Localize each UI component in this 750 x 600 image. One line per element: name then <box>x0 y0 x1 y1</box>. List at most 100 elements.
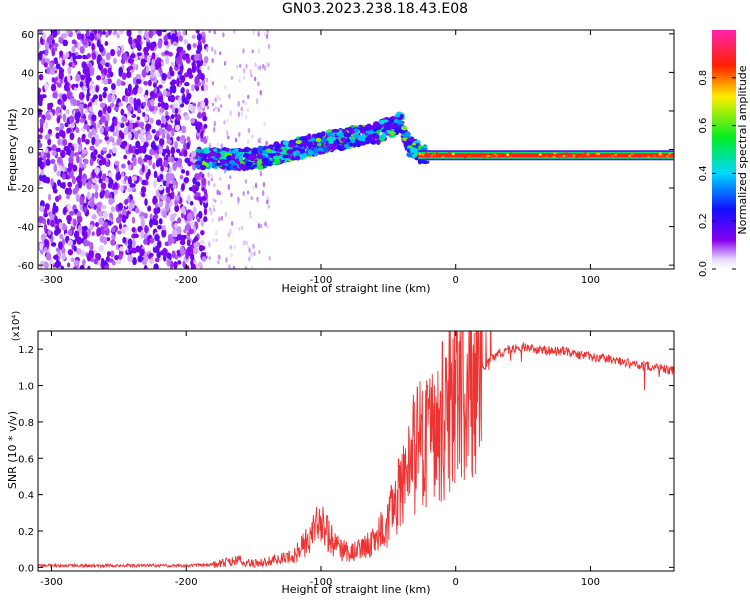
spectrogram-cell <box>257 48 261 54</box>
spectrogram-cell <box>421 153 425 156</box>
spectrogram-cell <box>311 144 318 148</box>
spectrogram-cell <box>106 153 112 159</box>
spectrogram-cell <box>107 93 112 103</box>
spectrogram-cell <box>45 158 51 166</box>
spectrogram-cell <box>113 57 117 65</box>
spectrogram-cell <box>365 130 374 135</box>
spectrogram-cell <box>47 103 52 108</box>
spectrogram-cell <box>411 142 417 146</box>
spectrogram-cell <box>158 201 164 208</box>
spectrogram-cell <box>282 140 289 146</box>
spectrogram-cell <box>178 151 183 157</box>
spectrogram-cell <box>143 264 148 269</box>
spectrogram-cell <box>206 135 209 139</box>
spectrogram-cell <box>89 88 95 95</box>
spectrogram-cell <box>242 241 245 247</box>
spectrogram-cell <box>198 152 204 158</box>
spectrogram-cell <box>62 39 69 47</box>
spectrogram-cell <box>122 52 128 61</box>
spectrogram-cell <box>226 118 229 123</box>
spectrogram-cell <box>53 163 58 173</box>
spectrogram-cell <box>212 238 215 243</box>
spectrogram-cell <box>153 214 159 219</box>
spectrogram-cell <box>43 261 49 269</box>
spectrogram-cell <box>110 83 116 91</box>
spectrogram-cell <box>575 155 579 159</box>
spectrogram-cell <box>353 128 359 133</box>
spectrogram-cell <box>60 149 66 159</box>
spectrogram-cell <box>127 65 134 70</box>
spectrogram-cell <box>489 155 493 158</box>
spectrogram-cell <box>72 218 77 227</box>
spectrogram-cell <box>220 215 224 221</box>
spectrogram-cell <box>212 107 216 112</box>
spectrogram-cell <box>174 195 180 201</box>
spectrogram-cell <box>145 64 150 74</box>
spectrogram-cell <box>70 257 75 262</box>
spectrogram-cell <box>208 161 213 167</box>
spectrogram-cell <box>146 133 153 141</box>
spectrogram-cell <box>186 92 192 100</box>
spectrogram-cell <box>128 36 133 45</box>
spectrogram-cell <box>67 203 72 211</box>
spectrogram-cell <box>111 234 115 240</box>
spectrogram-cell <box>46 218 51 226</box>
spectrogram-cell <box>137 108 142 114</box>
spectrogram-cell <box>137 30 143 35</box>
spectrogram-cell <box>250 251 253 258</box>
spectrogram-cell <box>228 264 231 269</box>
spectrogram-cell <box>166 133 170 141</box>
spectrogram-cell <box>174 204 180 213</box>
snr-xtick-label: -200 <box>175 577 198 588</box>
spectrogram-cell <box>247 245 250 249</box>
spectrogram-cell <box>100 115 106 123</box>
spectrogram-cell <box>74 230 80 240</box>
spectrogram-cell <box>212 204 215 209</box>
spectrogram-cell <box>122 208 126 215</box>
spectrogram-cell <box>108 172 113 178</box>
spectrogram-cell <box>170 114 175 120</box>
spectrogram-cell <box>46 151 51 160</box>
spectrogram-cell <box>75 248 82 255</box>
spectrogram-cell <box>145 89 149 96</box>
spectrogram-cell <box>242 75 246 80</box>
spectrogram-cell <box>39 242 44 251</box>
spectrogram-cell <box>245 63 248 69</box>
spectrogram-cell <box>167 156 172 162</box>
spectrogram-cell <box>144 224 149 234</box>
spectrogram-cell <box>668 152 672 155</box>
spectrogram-cell <box>113 182 119 191</box>
spectrogram-cell <box>135 78 142 85</box>
spectrogram-cell <box>181 206 186 214</box>
spectrogram-cell <box>179 246 185 255</box>
spectrogram-cell <box>62 105 67 111</box>
spectrogram-cell <box>268 160 273 164</box>
spectrogram-cell <box>83 103 88 109</box>
spectrogram-cell <box>249 211 252 216</box>
spectrogram-cell <box>104 135 109 141</box>
spectrogram-cell <box>240 111 244 117</box>
spectrogram-cell <box>568 153 572 157</box>
spectrogram-cell <box>330 143 338 149</box>
spectrogram-xtick-label: 0 <box>453 275 459 286</box>
spectrogram-cell <box>83 206 88 212</box>
spectrogram-cell <box>212 207 216 212</box>
spectrogram-cell <box>201 195 207 201</box>
spectrogram-cell <box>251 49 254 54</box>
spectrogram-cell <box>164 203 170 212</box>
spectrogram-cell <box>91 214 97 220</box>
spectrogram-cell <box>164 50 170 56</box>
spectrogram-cell <box>153 170 158 179</box>
spectrogram-xtick-label: 100 <box>581 275 600 286</box>
spectrogram-cell <box>182 30 187 36</box>
spectrogram-cell <box>110 89 116 95</box>
spectrogram-cell <box>129 122 134 130</box>
spectrogram-cell <box>95 252 101 260</box>
spectrogram-cell <box>133 233 139 238</box>
spectrogram-cell <box>102 210 109 219</box>
spectrogram-cell <box>179 174 184 180</box>
spectrogram-cell <box>197 261 203 268</box>
spectrogram-cell <box>204 162 210 168</box>
spectrogram-cell <box>79 196 85 206</box>
spectrogram-cell <box>110 239 116 246</box>
